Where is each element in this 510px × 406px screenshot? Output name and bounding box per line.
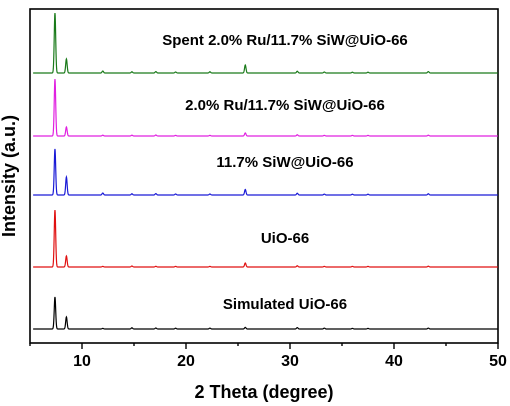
- series-line-2: [33, 148, 498, 196]
- series-line-4: [33, 12, 498, 74]
- series-label-0: Simulated UiO-66: [223, 296, 347, 313]
- plot-frame: [29, 8, 499, 344]
- series-label-1: UiO-66: [261, 230, 309, 247]
- x-tick-label: 50: [489, 353, 507, 370]
- series-line-1: [33, 209, 498, 268]
- series-label-layer: Simulated UiO-66 UiO-66 11.7% SiW@UiO-66 2.…: [162, 32, 408, 313]
- x-tick-label: 20: [177, 353, 195, 370]
- series-label-3: 2.0% Ru/11.7% SiW@UiO-66: [185, 97, 385, 114]
- series-line-3: [33, 78, 498, 137]
- x-axis-label: 2 Theta (degree): [194, 382, 333, 402]
- series-label-2: 11.7% SiW@UiO-66: [216, 154, 353, 171]
- x-tick-label: 30: [281, 353, 299, 370]
- tick-layer: 10 20 30 40 50: [29, 343, 507, 370]
- series-line-0: [33, 296, 498, 330]
- x-tick-label: 10: [73, 353, 91, 370]
- y-axis-label: Intensity (a.u.): [0, 115, 19, 237]
- series-layer: [33, 12, 498, 330]
- series-label-4: Spent 2.0% Ru/11.7% SiW@UiO-66: [162, 32, 408, 49]
- x-tick-label: 40: [385, 353, 403, 370]
